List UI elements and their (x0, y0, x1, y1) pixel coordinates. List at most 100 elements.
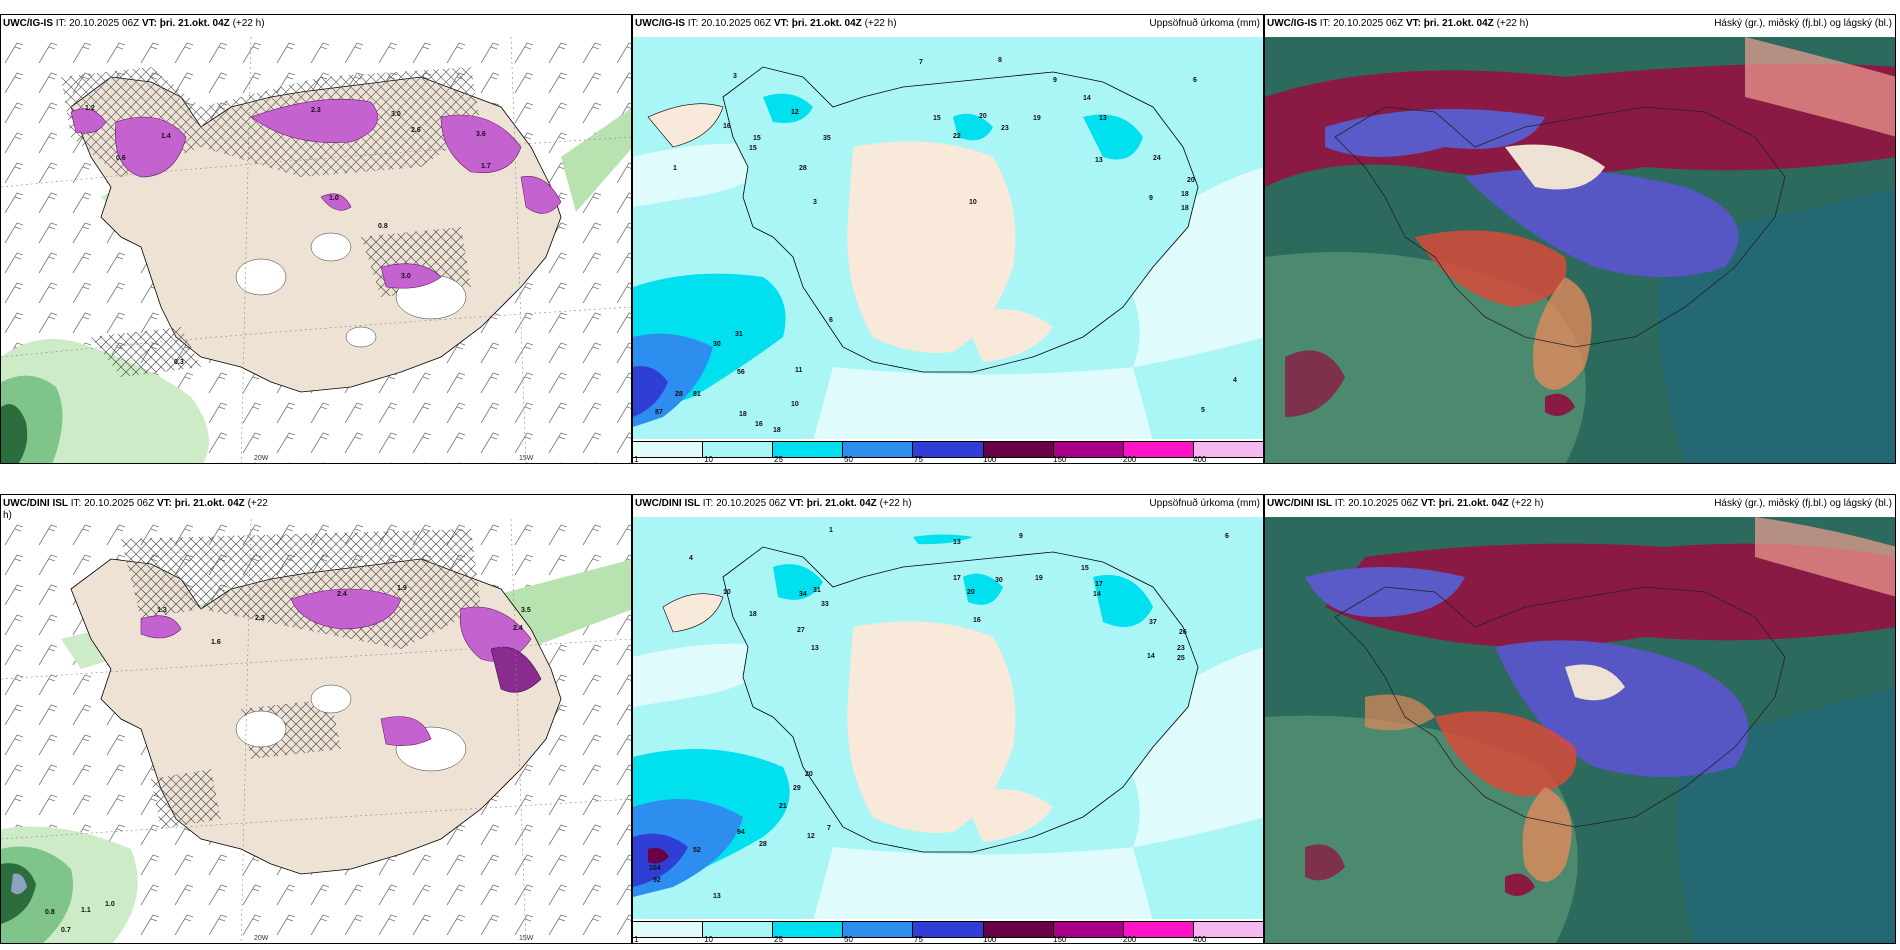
colorbar-swatch (1122, 922, 1193, 937)
snow-value: 2.4 (513, 625, 523, 632)
precip-value: 7 (919, 59, 923, 66)
colorbar-swatch (842, 442, 913, 457)
panel-header: UWC/IG-IS IT: 20.10.2025 06Z VT: þri. 21… (1, 15, 631, 37)
init-time: IT: 20.10.2025 06Z (55, 18, 140, 29)
precip-value: 1 (829, 527, 833, 534)
precip-value: 30 (713, 341, 721, 348)
init-time: IT: 20.10.2025 06Z (687, 18, 772, 29)
precip-value: 23 (1177, 645, 1185, 652)
panel-igis-precip-type: UWC/IG-IS IT: 20.10.2025 06Z VT: þri. 21… (0, 14, 632, 464)
precip-value: 13 (1095, 157, 1103, 164)
precip-value: 4 (689, 555, 693, 562)
precip-value: 13 (713, 893, 721, 900)
lead-time: (+22 h) (864, 18, 897, 29)
colorbar-label: 10 (704, 455, 713, 464)
precip-value: 31 (735, 331, 743, 338)
precip-value: 1 (673, 165, 677, 172)
snow-value: 1.4 (161, 133, 171, 140)
model-name: UWC/DINI ISL (3, 498, 68, 509)
colorbar-swatch (912, 922, 983, 937)
snow-value: 1.2 (85, 105, 95, 112)
snow-value: 3.5 (521, 607, 531, 614)
snow-value: 0.6 (116, 155, 126, 162)
precip-value: 35 (823, 135, 831, 142)
colorbar-label: 25 (774, 455, 783, 464)
precip-value: 18 (739, 411, 747, 418)
precip-value: 20 (1187, 177, 1195, 184)
precip-value: 56 (737, 369, 745, 376)
init-time: IT: 20.10.2025 06Z (1334, 498, 1419, 509)
lead-time-wrap: h) (3, 510, 12, 521)
snow-value: 1.3 (157, 607, 167, 614)
precip-value: 4 (1233, 377, 1237, 384)
snow-value: 2.6 (411, 127, 421, 134)
precip-value: 7 (827, 825, 831, 832)
precip-value: 15 (749, 145, 757, 152)
map-area (633, 517, 1263, 921)
valid-time: VT: þri. 21.okt. 04Z (788, 498, 877, 509)
model-name: UWC/DINI ISL (1267, 498, 1332, 509)
lon-label-15w: 15W (519, 935, 534, 942)
precip-value: 25 (1177, 655, 1185, 662)
precip-value: 6 (1225, 533, 1229, 540)
precip-value: 9 (1149, 195, 1153, 202)
precip-colorbar: 1 10 25 50 75 100 150 200 400 (633, 919, 1263, 943)
precip-value: 21 (779, 803, 787, 810)
colorbar-label: 200 (1123, 935, 1137, 944)
precip-value: 18 (1181, 191, 1189, 198)
colorbar-swatch (982, 442, 1053, 457)
colorbar-label: 100 (983, 455, 997, 464)
colorbar-swatches (633, 921, 1263, 938)
precip-value: 31 (813, 587, 821, 594)
colorbar-swatch (772, 442, 843, 457)
snow-value: 0.7 (61, 927, 71, 934)
precip-value: 37 (1149, 619, 1157, 626)
precip-value: 24 (1153, 155, 1161, 162)
panel-dini-precip-type: UWC/DINI ISL IT: 20.10.2025 06Z VT: þri.… (0, 494, 632, 944)
panel-dini-clouds: UWC/DINI ISL IT: 20.10.2025 06Z VT: þri.… (1264, 494, 1896, 944)
colorbar-swatch (1192, 922, 1263, 937)
map-area (1, 37, 631, 463)
lead-time: (+22 h) (1511, 498, 1544, 509)
precip-value: 9 (1053, 77, 1057, 84)
precip-value: 33 (821, 601, 829, 608)
colorbar-label: 400 (1193, 935, 1207, 944)
precip-value: 92 (653, 877, 661, 884)
snow-value: 1.0 (329, 195, 339, 202)
colorbar-label: 75 (914, 935, 923, 944)
precip-value: 5 (1201, 407, 1205, 414)
colorbar-swatch (633, 922, 703, 937)
colorbar-swatch (702, 442, 773, 457)
panel-header: UWC/IG-IS IT: 20.10.2025 06Z VT: þri. 21… (633, 15, 1263, 37)
snow-value: 3.6 (476, 131, 486, 138)
precip-value: 29 (793, 785, 801, 792)
colorbar-label: 50 (844, 935, 853, 944)
colorbar-swatch (1192, 442, 1263, 457)
panel-header: UWC/DINI ISL IT: 20.10.2025 06Z VT: þri.… (1265, 495, 1895, 517)
precip-value: 16 (723, 123, 731, 130)
model-name: UWC/IG-IS (1267, 18, 1317, 29)
map-area (1265, 37, 1895, 463)
snow-value: 1.9 (397, 585, 407, 592)
snow-value: 2.3 (255, 615, 265, 622)
precip-value: 17 (953, 575, 961, 582)
valid-time: VT: þri. 21.okt. 04Z (156, 498, 245, 509)
colorbar-swatch (982, 922, 1053, 937)
precip-value: 19 (1035, 575, 1043, 582)
lead-time: (+22 h) (879, 498, 912, 509)
lead-time: (+22 h) (1496, 18, 1529, 29)
lon-label-20w: 20W (254, 935, 269, 942)
model-name: UWC/DINI ISL (635, 498, 700, 509)
precip-value: 3 (813, 199, 817, 206)
product-title: Uppsöfnuð úrkoma (mm) (1149, 18, 1260, 29)
init-time: IT: 20.10.2025 06Z (1319, 18, 1404, 29)
precip-value: 18 (749, 611, 757, 618)
init-time: IT: 20.10.2025 06Z (702, 498, 787, 509)
precip-value: 23 (1001, 125, 1009, 132)
snow-value: 1.7 (481, 163, 491, 170)
snow-value: 3.0 (391, 111, 401, 118)
panel-header: UWC/DINI ISL IT: 20.10.2025 06Z VT: þri.… (633, 495, 1263, 517)
precip-value: 81 (693, 391, 701, 398)
precip-value: 87 (655, 409, 663, 416)
lon-label-15w: 15W (519, 455, 534, 462)
